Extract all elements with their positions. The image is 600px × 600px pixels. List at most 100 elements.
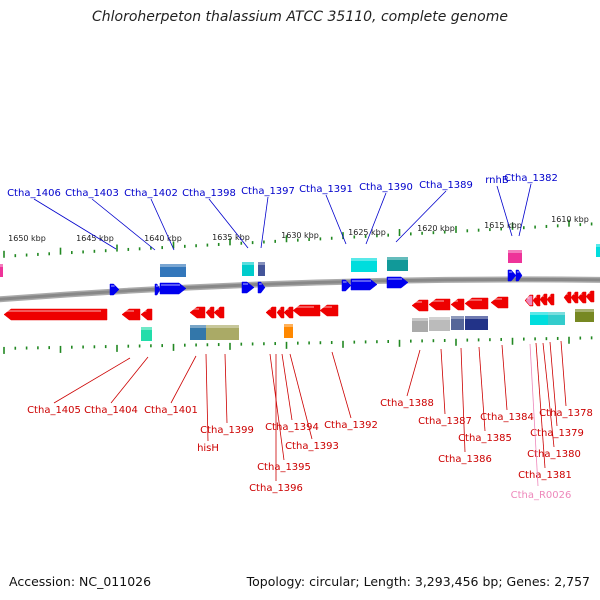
reverse-gene-arrow-shine <box>413 301 422 303</box>
reverse-leader-line <box>560 340 567 407</box>
reverse-gene-label: Ctha_1386 <box>438 454 492 465</box>
genome-backbone <box>0 277 600 301</box>
reverse-leader-line <box>460 347 466 453</box>
reverse-leader-line <box>535 342 546 469</box>
reverse-gene-arrow-shine <box>278 308 281 310</box>
reverse-gene-arrow <box>3 308 108 321</box>
reverse-gene-label: Ctha_1393 <box>285 441 339 452</box>
feature-box-shine <box>258 262 265 265</box>
scale-tick-label: 1645 kbp <box>76 234 114 243</box>
reverse-gene-arrow-shine <box>572 293 575 295</box>
scale-tick-label: 1625 kbp <box>348 228 386 237</box>
reverse-gene-arrow <box>450 298 465 311</box>
reverse-gene-label: hisH <box>197 443 219 454</box>
forward-gene-arrow-shine <box>517 271 520 273</box>
feature-box <box>141 327 152 341</box>
reverse-gene-arrow-shine <box>215 308 219 310</box>
reverse-gene-arrow <box>464 297 489 310</box>
feature-box <box>508 250 522 263</box>
feature-box-shine <box>351 258 377 261</box>
reverse-gene-arrow <box>121 308 141 321</box>
reverse-gene-arrow <box>265 306 277 319</box>
feature-box-shine <box>0 264 3 267</box>
reverse-gene-arrow-shine <box>534 296 537 298</box>
feature-box-shine <box>141 327 152 330</box>
feature-box <box>548 312 565 325</box>
reverse-gene-label: Ctha_1404 <box>84 405 138 416</box>
feature-box-shine <box>190 325 206 328</box>
feature-box <box>351 258 377 272</box>
reverse-gene-arrow <box>428 298 451 311</box>
feature-box <box>465 316 488 330</box>
forward-gene-label: Ctha_1390 <box>359 182 413 193</box>
reverse-gene-label: Ctha_1378 <box>539 408 593 419</box>
reverse-leader-line <box>440 348 446 415</box>
forward-leader-line <box>208 198 249 249</box>
reverse-gene-arrow-shine <box>587 292 591 294</box>
reverse-gene-label: Ctha_1405 <box>27 405 81 416</box>
forward-gene-label: Ctha_1382 <box>504 173 558 184</box>
reverse-gene-label: Ctha_1387 <box>418 416 472 427</box>
reverse-gene-arrow <box>539 293 548 306</box>
reverse-gene-label: Ctha_1395 <box>257 462 311 473</box>
forward-leader-line <box>325 194 347 245</box>
feature-box <box>575 309 594 322</box>
reverse-leader-line <box>281 353 293 421</box>
forward-gene-label: rnhB <box>485 175 509 186</box>
feature-box <box>242 262 254 276</box>
reverse-leader-line <box>331 351 352 419</box>
feature-box-shine <box>451 316 464 319</box>
scale-tick-label: 1640 kbp <box>144 234 182 243</box>
forward-gene-arrow <box>341 279 352 292</box>
scale-tick-label: 1635 kbp <box>212 233 250 242</box>
reverse-gene-arrow <box>546 293 555 306</box>
rna-gene-arrow <box>525 295 533 306</box>
reverse-gene-label: Ctha_1401 <box>144 405 198 416</box>
forward-leader-line <box>33 198 117 250</box>
reverse-gene-arrow-shine <box>285 308 289 310</box>
feature-box-shine <box>508 250 522 253</box>
reverse-gene-arrow-shine <box>191 308 199 310</box>
forward-leader-line <box>496 185 513 237</box>
feature-box-shine <box>530 312 548 315</box>
forward-gene-arrow <box>257 281 266 294</box>
reverse-gene-label: Ctha_1379 <box>530 428 584 439</box>
reverse-gene-label: Ctha_1384 <box>480 412 534 423</box>
reverse-gene-arrow <box>292 304 321 317</box>
feature-box <box>596 244 600 257</box>
feature-box <box>387 257 408 271</box>
reverse-gene-arrow-shine <box>267 308 271 310</box>
feature-box <box>258 262 265 276</box>
reverse-leader-line <box>110 356 149 404</box>
forward-leader-line <box>91 198 156 251</box>
reverse-leader-line <box>501 344 508 411</box>
scale-tick-label: 1615 kbp <box>484 221 522 230</box>
forward-gene-arrow-shine <box>509 271 513 273</box>
genome-summary: Topology: circular; Length: 3,293,456 bp… <box>246 574 590 589</box>
reverse-leader-line <box>170 355 197 404</box>
accession-text: Accession: NC_011026 <box>9 574 152 589</box>
feature-box <box>451 316 464 330</box>
reverse-leader-line <box>542 342 555 448</box>
reverse-gene-label: Ctha_1388 <box>380 398 434 409</box>
reverse-gene-label: Ctha_1396 <box>249 483 303 494</box>
reverse-gene-arrow <box>205 306 215 319</box>
reverse-leader-line <box>224 353 228 424</box>
reverse-leader-line <box>478 346 486 432</box>
feature-box-shine <box>412 318 428 321</box>
forward-leader-line <box>365 192 387 245</box>
forward-gene-arrow-shine <box>388 278 402 280</box>
forward-gene-arrow-shine <box>156 285 158 287</box>
scale-tick-label: 1630 kbp <box>281 231 319 240</box>
reverse-gene-arrow <box>577 291 587 304</box>
reverse-gene-arrow-shine <box>579 293 583 295</box>
reverse-gene-arrow-shine <box>541 295 544 297</box>
reverse-leader-line <box>269 353 285 461</box>
reverse-gene-arrow-shine <box>142 310 147 312</box>
feature-box-shine <box>429 317 450 320</box>
feature-box <box>429 317 450 331</box>
forward-leader-line <box>260 196 269 249</box>
reverse-gene-label: Ctha_1380 <box>527 449 581 460</box>
reverse-gene-arrow <box>532 294 541 307</box>
feature-box <box>284 324 293 338</box>
